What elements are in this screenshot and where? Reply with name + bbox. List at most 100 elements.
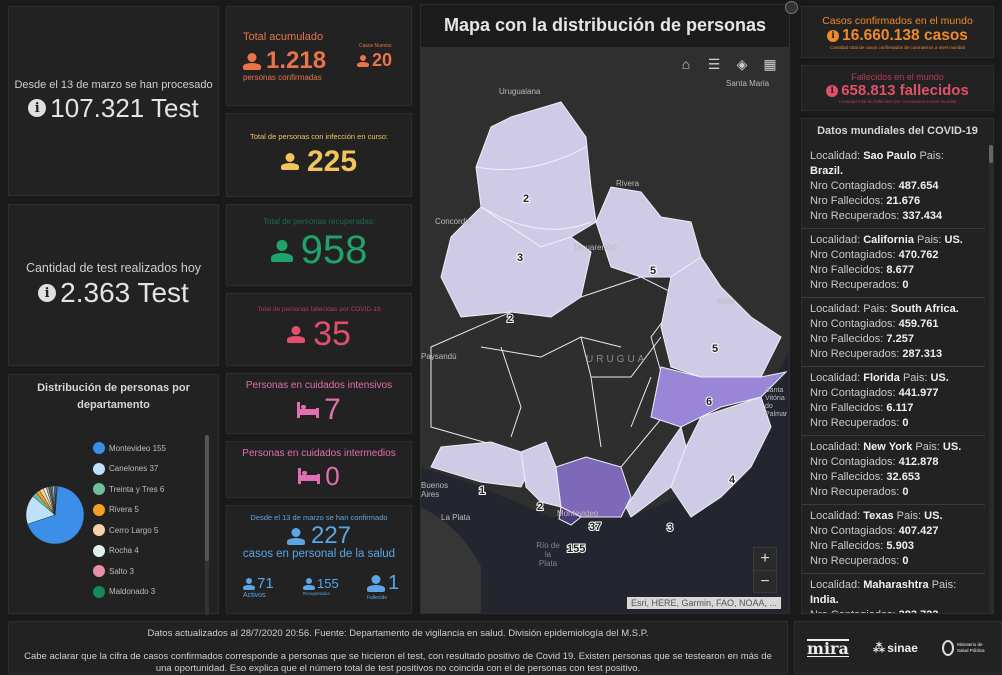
- field-label: Nro Recuperados:: [810, 417, 903, 429]
- field-value: California: [863, 234, 914, 246]
- field-label: Nro Recuperados:: [810, 555, 903, 567]
- dept-count-label: 5: [712, 343, 718, 355]
- dept-count-label: 2: [507, 313, 513, 325]
- field-value: 412.878: [898, 456, 939, 468]
- person-icon: [280, 153, 299, 170]
- person-icon: [287, 326, 306, 343]
- world-item-line: Localidad: Florida Pais: US.: [810, 371, 977, 386]
- world-confirmed-panel: Casos confirmados en el mundo i 16.660.1…: [801, 6, 994, 58]
- world-list-item[interactable]: Localidad: Pais: South Africa. Nro Contag…: [802, 298, 985, 367]
- legend-item[interactable]: Canelones 37: [93, 459, 166, 480]
- tests-today-panel: Cantidad de test realizados hoy i 2.363 …: [8, 204, 219, 366]
- field-value: 6.117: [886, 402, 914, 414]
- recovered-label: Total de personas recuperadas:: [262, 217, 376, 226]
- legend-scrollbar-thumb[interactable]: [205, 435, 209, 561]
- legend-swatch: [93, 462, 105, 475]
- new-cases-value: 20: [357, 50, 392, 71]
- legend-item[interactable]: Rocha 4: [93, 541, 166, 562]
- place-label: Melo: [717, 297, 735, 306]
- world-item-line: Localidad: Texas Pais: US.: [810, 509, 977, 524]
- icu-label: Personas en cuidados intensivos: [245, 380, 393, 391]
- icu-value: 7: [297, 393, 341, 427]
- confirmed-label: Total acumulado: [243, 31, 324, 43]
- legend-label: Canelones 37: [109, 464, 159, 474]
- world-list-scrollbar-thumb[interactable]: [989, 145, 993, 163]
- field-value: 407.427: [898, 525, 939, 537]
- field-label: Localidad:: [810, 579, 864, 591]
- legend-swatch: [93, 565, 105, 578]
- field-value: 470.762: [898, 249, 939, 261]
- coat-of-arms-icon: [941, 639, 954, 656]
- world-item-line: Localidad: Pais: South Africa.: [810, 302, 977, 317]
- field-value: Brazil.: [810, 165, 844, 177]
- field-value: US.: [924, 510, 943, 522]
- place-label: Río de la Plata: [536, 541, 560, 568]
- world-item-line: Nro Recuperados: 287.313: [810, 347, 977, 362]
- world-deaths-number: 658.813 fallecidos: [841, 82, 969, 99]
- confirmed-sublabel: personas confirmadas: [243, 73, 322, 82]
- distribution-pie-chart: [25, 485, 85, 545]
- pie-slice[interactable]: [27, 485, 85, 545]
- map-panel: Mapa con la distribución de personas: [420, 4, 790, 614]
- legend-item[interactable]: Cerro Largo 5: [93, 520, 166, 541]
- field-label: Pais:: [913, 234, 945, 246]
- legend-label: Cerro Largo 5: [109, 525, 159, 535]
- person-icon: [357, 55, 369, 67]
- dept-artigas-salto: [475, 101, 597, 248]
- dept-count-label: 5: [650, 265, 656, 277]
- distribution-panel: Distribución de personas por departament…: [8, 374, 219, 615]
- legend-icon[interactable]: ☰: [707, 55, 721, 72]
- world-confirmed-note: Cantidad total de casos confirmados de c…: [830, 44, 965, 50]
- world-list-item[interactable]: Localidad: California Pais: US. Nro Conta…: [802, 229, 985, 298]
- confirmed-panel: Total acumulado 1.218 personas confirmad…: [226, 6, 412, 106]
- info-icon[interactable]: i: [827, 29, 840, 42]
- field-label: Nro Fallecidos:: [810, 195, 887, 207]
- world-list-item[interactable]: Localidad: Florida Pais: US. Nro Contagia…: [802, 367, 985, 436]
- info-icon[interactable]: i: [826, 84, 839, 97]
- active-panel: Total de personas con infección en curso…: [226, 113, 412, 197]
- health-staff-stat-recovered: 155 Recuperados: [303, 576, 339, 596]
- legend-item[interactable]: Maldonado 3: [93, 582, 166, 603]
- pie-slice[interactable]: [54, 485, 58, 516]
- basemap-gallery-icon[interactable]: ▦: [763, 55, 777, 72]
- field-value: Texas: [863, 510, 894, 522]
- dept-count-label: 4: [729, 474, 736, 486]
- health-staff-label-top: Desde el 13 de marzo se han confirmado: [250, 513, 388, 522]
- world-list-scrollbar[interactable]: [989, 145, 993, 613]
- field-label: Pais:: [928, 579, 957, 591]
- legend-item[interactable]: Rivera 5: [93, 500, 166, 521]
- dept-cerro-largo: [660, 256, 782, 378]
- place-label: Rivera: [616, 179, 640, 188]
- field-value: US.: [944, 234, 963, 246]
- world-list-item[interactable]: Localidad: New York Pais: US. Nro Contagi…: [802, 436, 985, 505]
- legend-swatch: [93, 483, 105, 496]
- legend-label: Montevideo 155: [109, 443, 166, 453]
- world-list-item[interactable]: Localidad: Sao Paulo Pais: Brazil. Nro Co…: [802, 145, 985, 229]
- zoom-out-button[interactable]: −: [754, 570, 776, 592]
- active-label: Total de personas con infección en curso…: [250, 131, 388, 141]
- layers-icon[interactable]: ◈: [736, 55, 748, 72]
- legend-item[interactable]: Salto 3: [93, 561, 166, 582]
- person-icon: [367, 575, 385, 592]
- legend-label: Treinta y Tres 6: [109, 484, 165, 494]
- zoom-in-button[interactable]: +: [760, 550, 770, 567]
- world-deaths-value: i 658.813 fallecidos: [826, 82, 969, 99]
- map-canvas[interactable]: 2 3 2 5 5 6 1 2 37 155 3 4 URUGUA Urugua…: [421, 47, 789, 613]
- dept-paysandu: [440, 206, 592, 318]
- world-confirmed-label: Casos confirmados en el mundo: [822, 14, 973, 27]
- world-list-item[interactable]: Localidad: Maharashtra Pais: India.Nro C…: [802, 574, 985, 613]
- footer-panel: Datos actualizados al 28/7/2020 20:56. F…: [8, 621, 788, 674]
- map-attribution: Esri, HERE, Garmin, FAO, NOAA, ...: [626, 597, 781, 609]
- field-label: Pais:: [899, 372, 931, 384]
- field-label: Nro Recuperados:: [810, 486, 903, 498]
- world-list-item[interactable]: Localidad: Texas Pais: US. Nro Contagiado…: [802, 505, 985, 574]
- field-label: Nro Contagiados:: [810, 249, 899, 261]
- info-icon[interactable]: i: [38, 284, 57, 302]
- icu-number: 7: [324, 393, 341, 426]
- home-icon[interactable]: ⌂: [681, 56, 691, 72]
- legend-item[interactable]: Montevideo 155: [93, 438, 166, 459]
- legend-item[interactable]: Treinta y Tres 6: [93, 479, 166, 500]
- recovered-panel: Total de personas recuperadas: 958: [226, 204, 412, 286]
- info-icon[interactable]: i: [28, 99, 47, 117]
- expand-icon[interactable]: [785, 1, 798, 14]
